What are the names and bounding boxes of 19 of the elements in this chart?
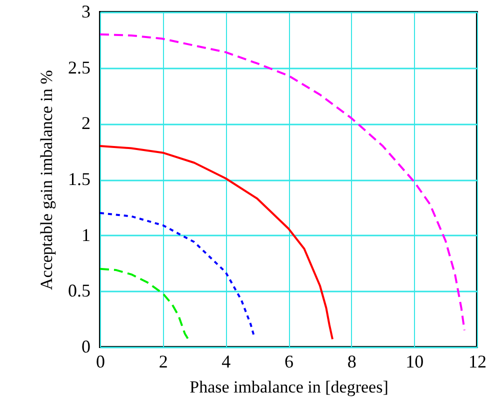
x-tick-label: 6 xyxy=(284,352,294,372)
line-series xyxy=(100,212,255,337)
x-tick-label: 8 xyxy=(347,352,356,372)
y-tick-label: 2 xyxy=(82,113,90,134)
x-tick-label: 10 xyxy=(406,352,424,372)
x-tick-label: 12 xyxy=(468,352,486,372)
y-tick-label: 3 xyxy=(82,2,90,22)
x-tick-label: 0 xyxy=(96,352,105,372)
y-tick-label: 0 xyxy=(82,336,90,356)
y-tick-label: 0.5 xyxy=(68,280,90,301)
x-axis-title: Phase imbalance in [degrees] xyxy=(190,378,388,396)
y-tick-label: 1.5 xyxy=(68,169,90,189)
line-series xyxy=(100,33,466,332)
x-tick-label: 4 xyxy=(222,352,231,372)
y-tick-label: 1 xyxy=(82,224,90,245)
x-tick-label: 2 xyxy=(158,352,168,372)
y-tick-label: 2.5 xyxy=(68,57,90,78)
y-axis-title: Acceptable gain imbalance in % xyxy=(37,70,56,290)
line-series xyxy=(100,145,334,340)
